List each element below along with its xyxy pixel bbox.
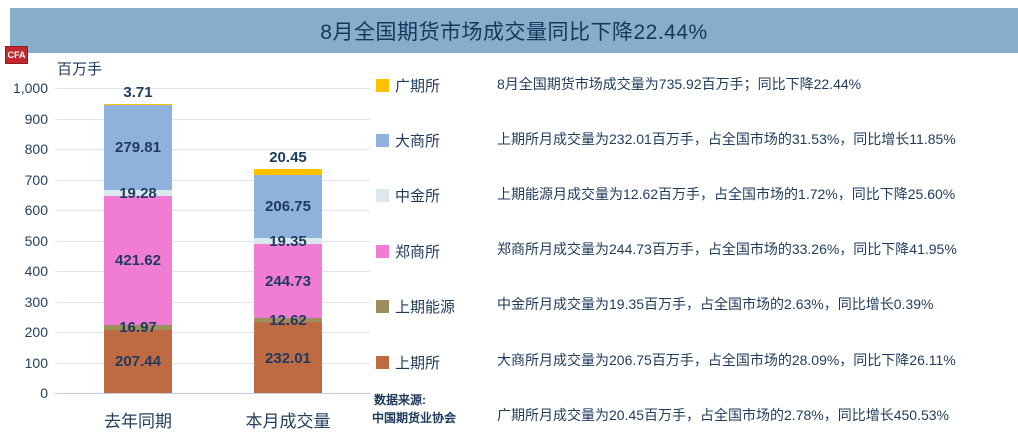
gridline xyxy=(55,118,370,120)
legend-swatch xyxy=(376,244,389,258)
title-bar: 8月全国期货市场成交量同比下降22.44% xyxy=(10,8,1018,53)
stacked-bar: 207.44 16.97 421.62 19.28 279.81 3.71 xyxy=(104,84,172,393)
y-axis-unit-label: 百万手 xyxy=(57,61,103,78)
legend-item-上期所: 上期所 xyxy=(376,354,441,372)
bar-value-label: 19.35 xyxy=(269,232,307,250)
annotation-line: 8月全国期货市场成交量为735.92百万手；同比下降22.44% xyxy=(497,76,862,92)
bar-segment-广期所 xyxy=(254,168,322,175)
y-axis-tick-label: 0 xyxy=(40,385,48,401)
annotation-line: 郑商所月成交量为244.73百万手，占全国市场的33.26%，同比下降41.95… xyxy=(497,241,957,258)
y-axis-tick-label: 900 xyxy=(24,110,48,127)
legend-item-中金所: 中金所 xyxy=(376,188,441,206)
bar-value-label: 207.44 xyxy=(115,353,161,371)
y-axis-tick-label: 700 xyxy=(24,171,48,188)
legend-item-广期所: 广期所 xyxy=(376,77,441,95)
legend-label: 上期所 xyxy=(395,354,441,372)
bar-segment-郑商所 xyxy=(254,243,322,319)
gridline xyxy=(55,179,370,181)
annotation-line: 广期所月成交量为20.45百万手，占全国市场的2.78%，同比增长450.53% xyxy=(497,406,949,423)
bar-segment-郑商所 xyxy=(104,195,172,325)
legend-swatch xyxy=(376,133,389,147)
page-title: 8月全国期货市场成交量同比下降22.44% xyxy=(320,20,708,44)
y-axis-tick-label: 400 xyxy=(24,263,48,279)
legend-item-上期能源: 上期能源 xyxy=(376,299,456,317)
legend-item-大商所: 大商所 xyxy=(376,132,441,150)
y-axis-tick-label: 300 xyxy=(24,293,48,310)
y-axis-tick-label: 600 xyxy=(24,202,48,218)
x-axis-category-label: 去年同期 xyxy=(104,412,172,431)
annotation-line: 大商所月成交量为206.75百万手，占全国市场的28.09%，同比下降26.11… xyxy=(497,351,956,368)
y-axis-tick-label: 500 xyxy=(24,232,48,249)
bar-segment-广期所 xyxy=(104,103,172,105)
bar-value-label: 232.01 xyxy=(265,349,311,367)
bar-segment-中金所 xyxy=(104,190,172,196)
legend-label: 中金所 xyxy=(395,188,441,206)
legend-item-郑商所: 郑商所 xyxy=(376,243,441,261)
annotation-line: 中金所月成交量为19.35百万手，占全国市场的2.63%，同比增长0.39% xyxy=(497,296,934,313)
bar-value-label: 279.81 xyxy=(115,139,161,157)
annotation-line: 上期所月成交量为232.01百万手，占全国市场的31.53%，同比增长11.85… xyxy=(497,131,956,148)
bar-value-label: 16.97 xyxy=(119,319,157,337)
cfa-logo-icon: CFA xyxy=(5,46,28,64)
annotation-line: 上期能源月成交量为12.62百万手，占全国市场的1.72%，同比下降25.60% xyxy=(497,186,956,203)
bar-value-label: 19.28 xyxy=(119,185,157,203)
x-axis-line xyxy=(55,393,370,394)
gridline xyxy=(55,301,370,303)
legend-swatch xyxy=(376,300,389,314)
legend-label: 郑商所 xyxy=(395,243,441,261)
x-axis-category-label: 本月成交量 xyxy=(245,412,331,431)
legend-swatch xyxy=(376,355,389,369)
y-axis-tick-label: 100 xyxy=(24,354,48,371)
bar-segment-大商所 xyxy=(254,174,322,238)
gridline xyxy=(55,271,370,272)
bar-segment-中金所 xyxy=(254,237,322,244)
bar-segment-上期能源 xyxy=(104,324,172,330)
gridline xyxy=(55,149,370,150)
y-axis-tick-label: 200 xyxy=(24,324,48,340)
bar-segment-上期能源 xyxy=(254,318,322,323)
y-axis-tick-label: 800 xyxy=(24,141,48,157)
gridline xyxy=(55,332,370,333)
legend-swatch xyxy=(376,189,389,203)
gridline xyxy=(55,210,370,211)
stacked-bar: 232.01 12.62 244.73 19.35 206.75 20.45 xyxy=(254,149,322,393)
bar-segment-上期所 xyxy=(104,329,172,393)
bar-segment-大商所 xyxy=(104,104,172,191)
bar-value-label: 20.45 xyxy=(269,148,307,166)
bar-value-label: 244.73 xyxy=(265,273,311,291)
legend-label: 上期能源 xyxy=(395,299,456,317)
legend-label: 广期所 xyxy=(395,77,441,95)
y-axis-tick-label: 1,000 xyxy=(12,80,48,96)
bar-value-label: 421.62 xyxy=(115,252,161,270)
gridline xyxy=(55,88,370,89)
bar-value-label: 12.62 xyxy=(269,312,307,330)
gridline xyxy=(55,240,370,242)
data-source-label: 数据来源: xyxy=(374,393,426,407)
data-source-name: 中国期货业协会 xyxy=(372,411,457,425)
legend-label: 大商所 xyxy=(395,132,441,150)
bar-value-label: 3.71 xyxy=(123,83,153,101)
bar-segment-上期所 xyxy=(254,322,322,393)
bar-value-label: 206.75 xyxy=(265,198,311,216)
legend-swatch xyxy=(376,78,389,92)
gridline xyxy=(55,362,370,364)
